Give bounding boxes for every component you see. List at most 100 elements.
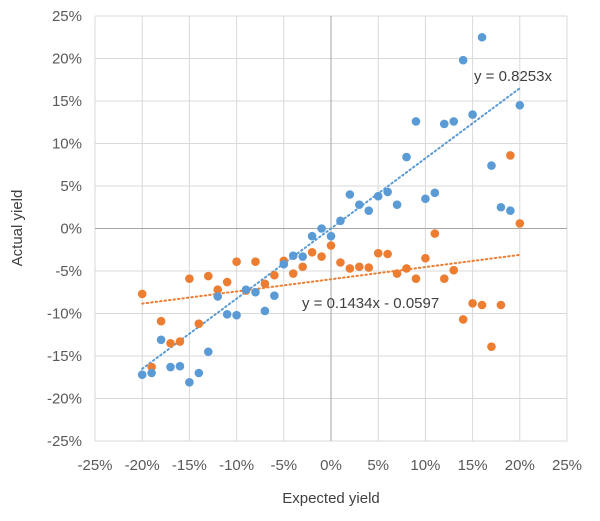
data-point-orange [421, 253, 430, 263]
data-point-orange [185, 274, 194, 283]
data-point-blue [194, 368, 204, 378]
x-tick-label: 15% [458, 457, 488, 474]
y-tick-label: 0% [60, 221, 82, 238]
data-point-blue [402, 152, 411, 162]
data-point-blue [506, 206, 515, 215]
data-point-blue [515, 100, 525, 110]
x-tick-label: 0% [320, 457, 342, 474]
data-point-blue [232, 310, 241, 320]
data-point-blue [147, 368, 156, 378]
data-point-orange [515, 219, 525, 228]
data-point-blue [326, 231, 336, 241]
labels: y = 0.8253x y = 0.1434x - 0.0597 Expecte… [9, 68, 552, 507]
data-point-orange [336, 258, 345, 267]
data-point-blue [203, 347, 213, 357]
data-point-blue [166, 362, 175, 372]
x-tick-label: -15% [172, 457, 207, 474]
y-tick-label: -25% [47, 433, 82, 450]
data-point-orange [364, 263, 374, 272]
data-point-orange [355, 262, 364, 272]
data-point-blue [355, 200, 364, 209]
y-tick-label: -10% [47, 306, 82, 323]
data-point-blue [345, 190, 355, 199]
y-tick-label: -5% [55, 263, 82, 280]
y-tick-label: 15% [52, 93, 82, 110]
data-point-blue [439, 119, 449, 129]
data-point-blue [156, 335, 166, 345]
data-point-orange [449, 265, 459, 275]
trendlines [141, 87, 521, 370]
data-point-orange [345, 264, 355, 273]
data-point-orange [373, 248, 383, 258]
data-point-blue [468, 110, 477, 119]
data-point-blue [496, 202, 506, 212]
data-point-orange [411, 274, 421, 283]
data-point-blue [307, 231, 317, 241]
data-point-blue [411, 117, 421, 126]
data-point-orange [468, 299, 477, 308]
x-tick-label: -10% [219, 457, 254, 474]
y-tick-label: 10% [52, 136, 82, 153]
data-point-blue [317, 224, 326, 233]
data-point-orange [156, 316, 166, 326]
data-point-orange [175, 337, 185, 346]
data-point-blue [364, 206, 374, 215]
x-tick-label: 10% [410, 457, 440, 474]
data-point-blue [487, 161, 496, 170]
y-tick-label: 5% [60, 178, 82, 195]
data-points [137, 32, 525, 387]
data-point-orange [194, 319, 204, 329]
trendline-equation-blue: y = 0.8253x [474, 68, 552, 85]
data-point-orange [270, 270, 279, 280]
data-point-orange [288, 269, 298, 278]
data-point-orange [317, 252, 326, 261]
data-point-blue [373, 191, 383, 201]
data-point-orange [477, 300, 487, 310]
x-tick-label: 5% [367, 457, 389, 474]
data-point-orange [402, 264, 411, 273]
data-point-orange [439, 274, 449, 283]
data-point-orange [213, 285, 223, 295]
data-point-blue [430, 188, 440, 198]
data-point-orange [392, 269, 402, 278]
trendline-orange [141, 253, 521, 305]
data-point-orange [326, 241, 336, 250]
data-point-blue [392, 200, 402, 209]
data-point-blue [288, 251, 298, 260]
data-point-orange [383, 249, 392, 259]
x-tick-label: -5% [270, 457, 297, 474]
data-point-blue [458, 55, 468, 65]
data-point-blue [185, 378, 194, 387]
y-axis-title: Actual yield [9, 190, 26, 267]
data-point-blue [298, 252, 307, 261]
x-tick-label: -20% [125, 457, 160, 474]
data-point-blue [336, 216, 345, 226]
data-point-orange [430, 229, 440, 238]
data-point-blue [449, 117, 459, 126]
data-point-blue [175, 361, 185, 371]
data-point-orange [251, 257, 260, 266]
data-point-orange [506, 151, 515, 160]
data-point-orange [203, 271, 213, 281]
trendline-equation-orange: y = 0.1434x - 0.0597 [302, 295, 439, 312]
data-point-orange [222, 277, 232, 287]
data-point-blue [421, 194, 430, 204]
y-tick-label: 25% [52, 8, 82, 25]
data-point-orange [166, 338, 175, 348]
data-point-blue [260, 306, 270, 316]
x-tick-label: -25% [77, 457, 112, 474]
data-point-orange [260, 279, 270, 289]
data-point-orange [458, 315, 468, 324]
data-point-blue [241, 285, 251, 295]
data-point-blue [213, 292, 223, 301]
data-point-orange [298, 262, 307, 272]
y-tick-label: 20% [52, 51, 82, 68]
data-point-orange [496, 300, 506, 310]
data-point-blue [222, 310, 232, 319]
data-point-orange [487, 342, 496, 351]
data-point-orange [307, 248, 317, 257]
data-point-blue [137, 370, 147, 380]
trendline-blue [141, 87, 521, 370]
tick-labels: -25% -20% -15% -10% -5% 0% 5% 10% 15% 20% 25% 25% 20… [47, 8, 582, 474]
